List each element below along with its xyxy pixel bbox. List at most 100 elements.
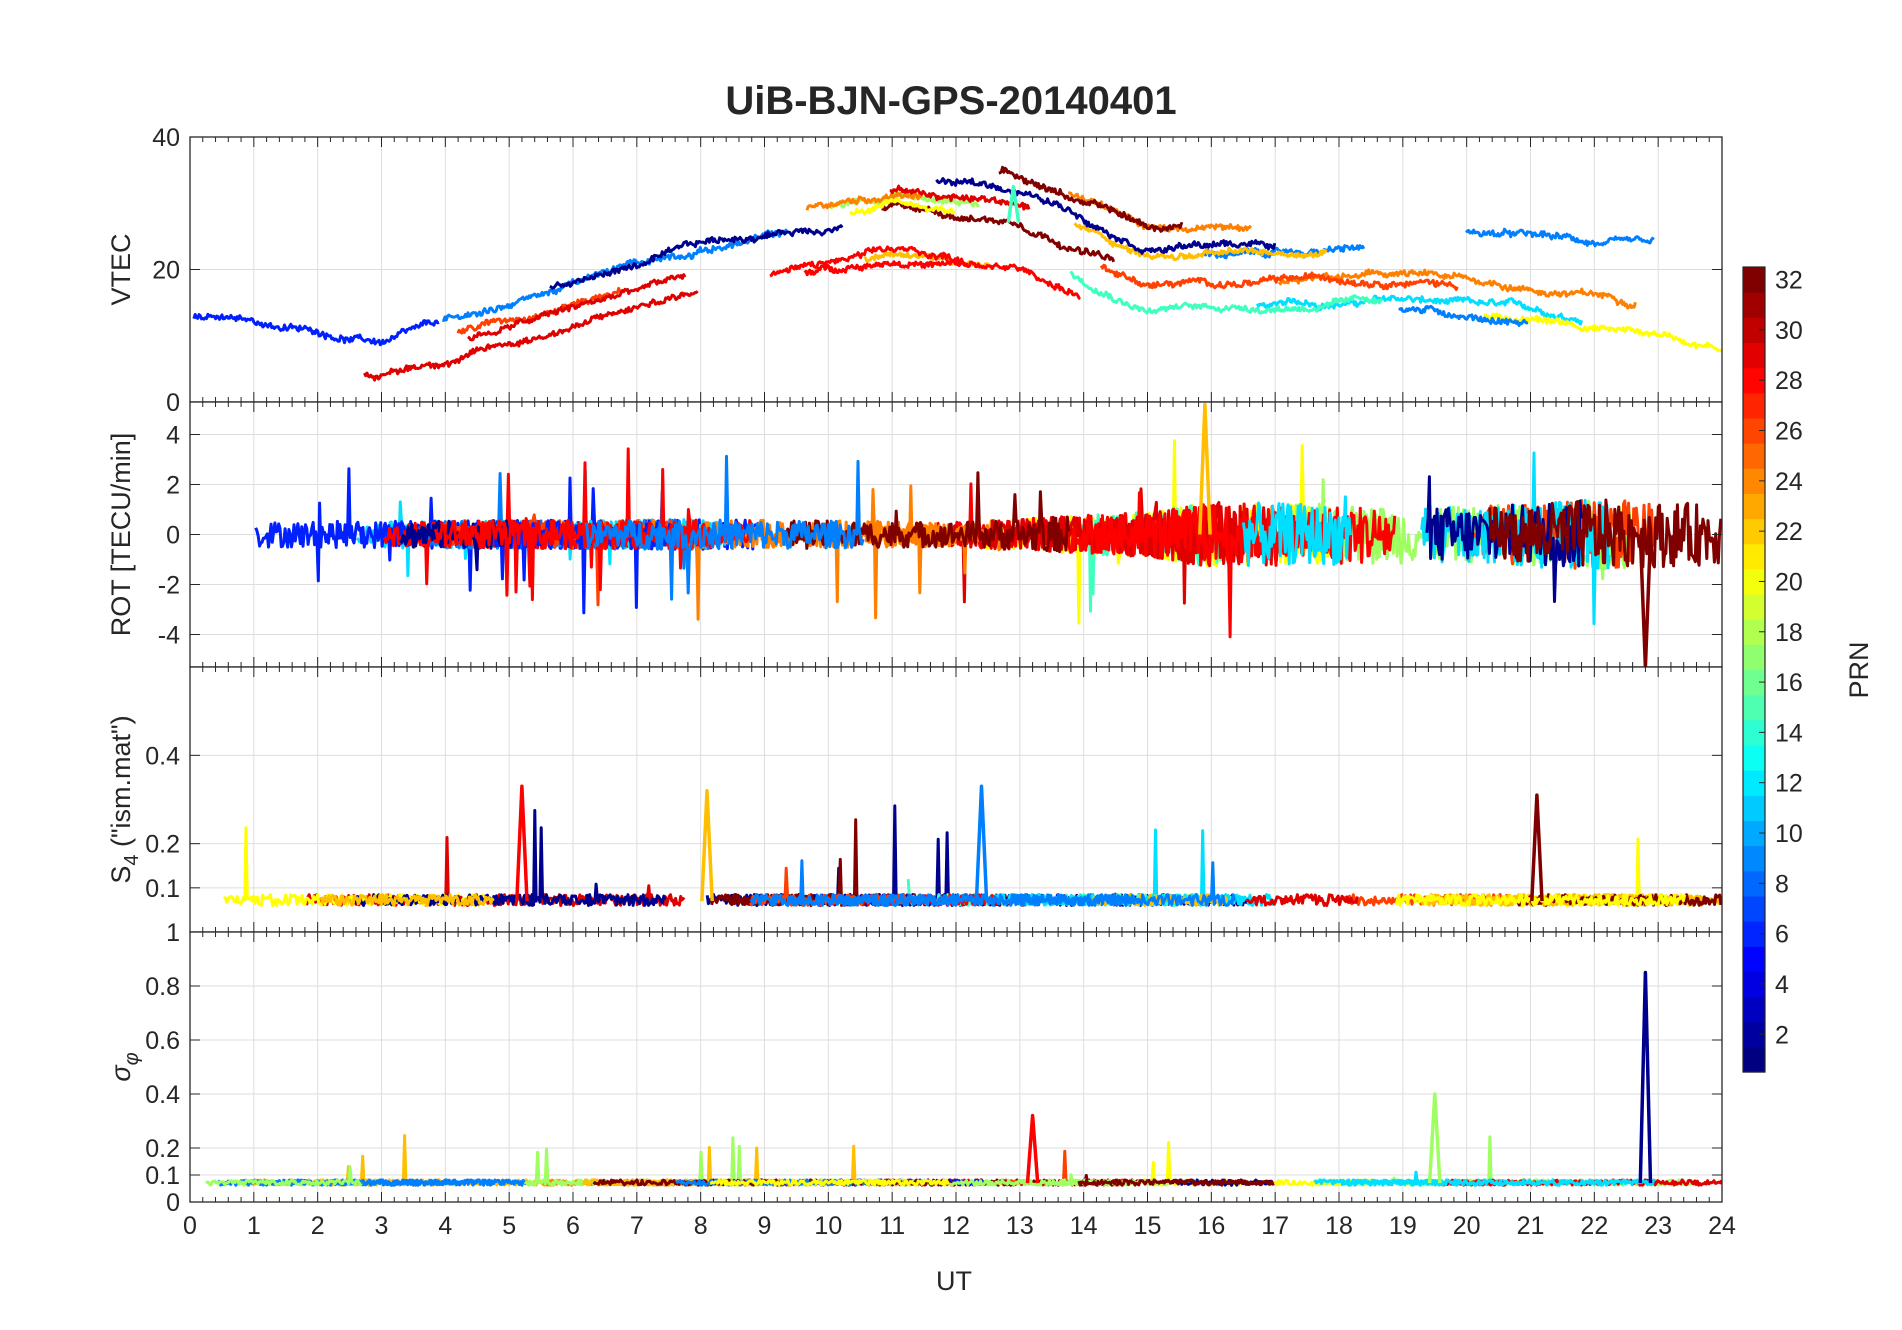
- colorbar-segment: [1743, 669, 1765, 696]
- x-tick-label: 23: [1644, 1212, 1672, 1240]
- colorbar-segment: [1743, 895, 1765, 922]
- colorbar-frame: [1742, 266, 1766, 1073]
- series-line: [1071, 491, 1397, 639]
- x-tick-label: 17: [1261, 1212, 1289, 1240]
- colorbar-segment: [1743, 417, 1765, 444]
- colorbar-segment: [1743, 443, 1765, 469]
- colorbar-tick-label: 26: [1775, 418, 1803, 446]
- series-line: [769, 245, 969, 278]
- series-line: [998, 165, 1184, 233]
- series-line: [549, 224, 844, 290]
- series-line: [1099, 263, 1459, 291]
- x-tick-label: 6: [566, 1212, 580, 1240]
- series-line: [1009, 861, 1236, 907]
- colorbar-tick-label: 30: [1775, 317, 1803, 345]
- colorbar-tick-label: 28: [1775, 367, 1803, 395]
- y-tick-label: 0: [166, 389, 180, 417]
- chart-title: UiB-BJN-GPS-20140401: [725, 79, 1176, 123]
- x-tick-label: 4: [438, 1212, 452, 1240]
- colorbar-segment: [1743, 1046, 1765, 1073]
- colorbar-segment: [1743, 518, 1765, 545]
- y-tick-label: 0.8: [145, 973, 180, 1001]
- peak-mark: [700, 788, 714, 902]
- y-tick-label: 1: [166, 919, 180, 947]
- colorbar-tick-label: 8: [1775, 870, 1789, 898]
- y-tick-label: 0.6: [145, 1027, 180, 1055]
- x-tick-label: 10: [814, 1212, 842, 1240]
- x-tick-label: 21: [1517, 1212, 1545, 1240]
- series-line: [889, 184, 1031, 211]
- y-tick-label: 0.4: [145, 742, 180, 770]
- x-tick-label: 12: [942, 1212, 970, 1240]
- peak-mark: [1006, 184, 1021, 223]
- colorbar-segment: [1743, 744, 1765, 771]
- colorbar-segment: [1743, 870, 1765, 897]
- colorbar-segment: [1743, 921, 1765, 947]
- series-line: [749, 859, 962, 907]
- x-tick-label: 24: [1708, 1212, 1736, 1240]
- colorbar-segment: [1743, 292, 1765, 318]
- y-tick-label: 0: [166, 1189, 180, 1217]
- y-axis-label: VTEC: [106, 233, 136, 305]
- colorbar-segment: [1743, 1021, 1765, 1048]
- y-tick-label: 0.1: [145, 875, 180, 903]
- x-tick-label: 20: [1453, 1212, 1481, 1240]
- x-tick-label: 15: [1134, 1212, 1162, 1240]
- colorbar-tick-label: 22: [1775, 518, 1803, 546]
- peak-mark: [1530, 793, 1544, 902]
- colorbar-segment: [1743, 543, 1765, 570]
- x-tick-label: 1: [247, 1212, 261, 1240]
- colorbar-segment: [1743, 795, 1765, 822]
- series-line: [935, 177, 1277, 255]
- panel-s4: 0.1 0.2 0.4S4 ("ism.mat"): [106, 666, 1723, 933]
- series-line: [1241, 495, 1352, 567]
- colorbar-segment: [1743, 493, 1765, 520]
- colorbar-tick-label: 2: [1775, 1021, 1789, 1049]
- peak-mark: [1198, 402, 1212, 535]
- peak-mark: [1427, 1092, 1442, 1184]
- x-tick-label: 14: [1070, 1212, 1098, 1240]
- peak-mark: [974, 784, 989, 902]
- y-tick-label: 0: [166, 522, 180, 550]
- peak-mark: [515, 784, 529, 902]
- series-line: [1255, 294, 1584, 326]
- colorbar-tick-label: 10: [1775, 820, 1803, 848]
- colorbar-segment: [1743, 770, 1765, 796]
- colorbar-segment: [1743, 619, 1765, 645]
- series-line: [192, 312, 440, 347]
- y-tick-label: -2: [158, 572, 180, 600]
- x-axis-label: UT: [936, 1266, 972, 1296]
- series-line: [849, 197, 956, 216]
- colorbar-segment: [1743, 367, 1765, 394]
- x-tick-label: 9: [758, 1212, 772, 1240]
- series-line: [1340, 1178, 1656, 1187]
- series-line: [1397, 304, 1529, 327]
- series-line: [1245, 893, 1359, 907]
- colorbar-segment: [1743, 971, 1765, 998]
- colorbar-tick-label: 14: [1775, 719, 1803, 747]
- series-line: [433, 447, 695, 602]
- y-axis-label: S4 ("ism.mat"): [106, 715, 143, 883]
- colorbar-tick-label: 20: [1775, 568, 1803, 596]
- x-tick-label: 18: [1325, 1212, 1353, 1240]
- x-tick-label: 2: [311, 1212, 325, 1240]
- colorbar-segment: [1743, 317, 1765, 344]
- colorbar-tick-label: 4: [1775, 971, 1789, 999]
- series-group: [254, 402, 1722, 667]
- series-line: [205, 1165, 363, 1187]
- y-tick-label: 0.2: [145, 1135, 180, 1163]
- series-line: [1464, 227, 1655, 248]
- panel-rot: -4 -2 0 2 4 ROT [TECU/min]: [106, 401, 1723, 668]
- peak-mark: [1638, 970, 1653, 1184]
- series-group: [192, 165, 1722, 382]
- colorbar-segment: [1743, 392, 1765, 419]
- y-tick-label: 0.1: [145, 1162, 180, 1190]
- y-tick-label: 20: [152, 257, 180, 285]
- colorbar-segment: [1743, 468, 1765, 495]
- series-line: [1073, 222, 1328, 262]
- series-group: [205, 970, 1722, 1187]
- x-tick-label: 13: [1006, 1212, 1034, 1240]
- colorbar-tick-label: 12: [1775, 770, 1803, 798]
